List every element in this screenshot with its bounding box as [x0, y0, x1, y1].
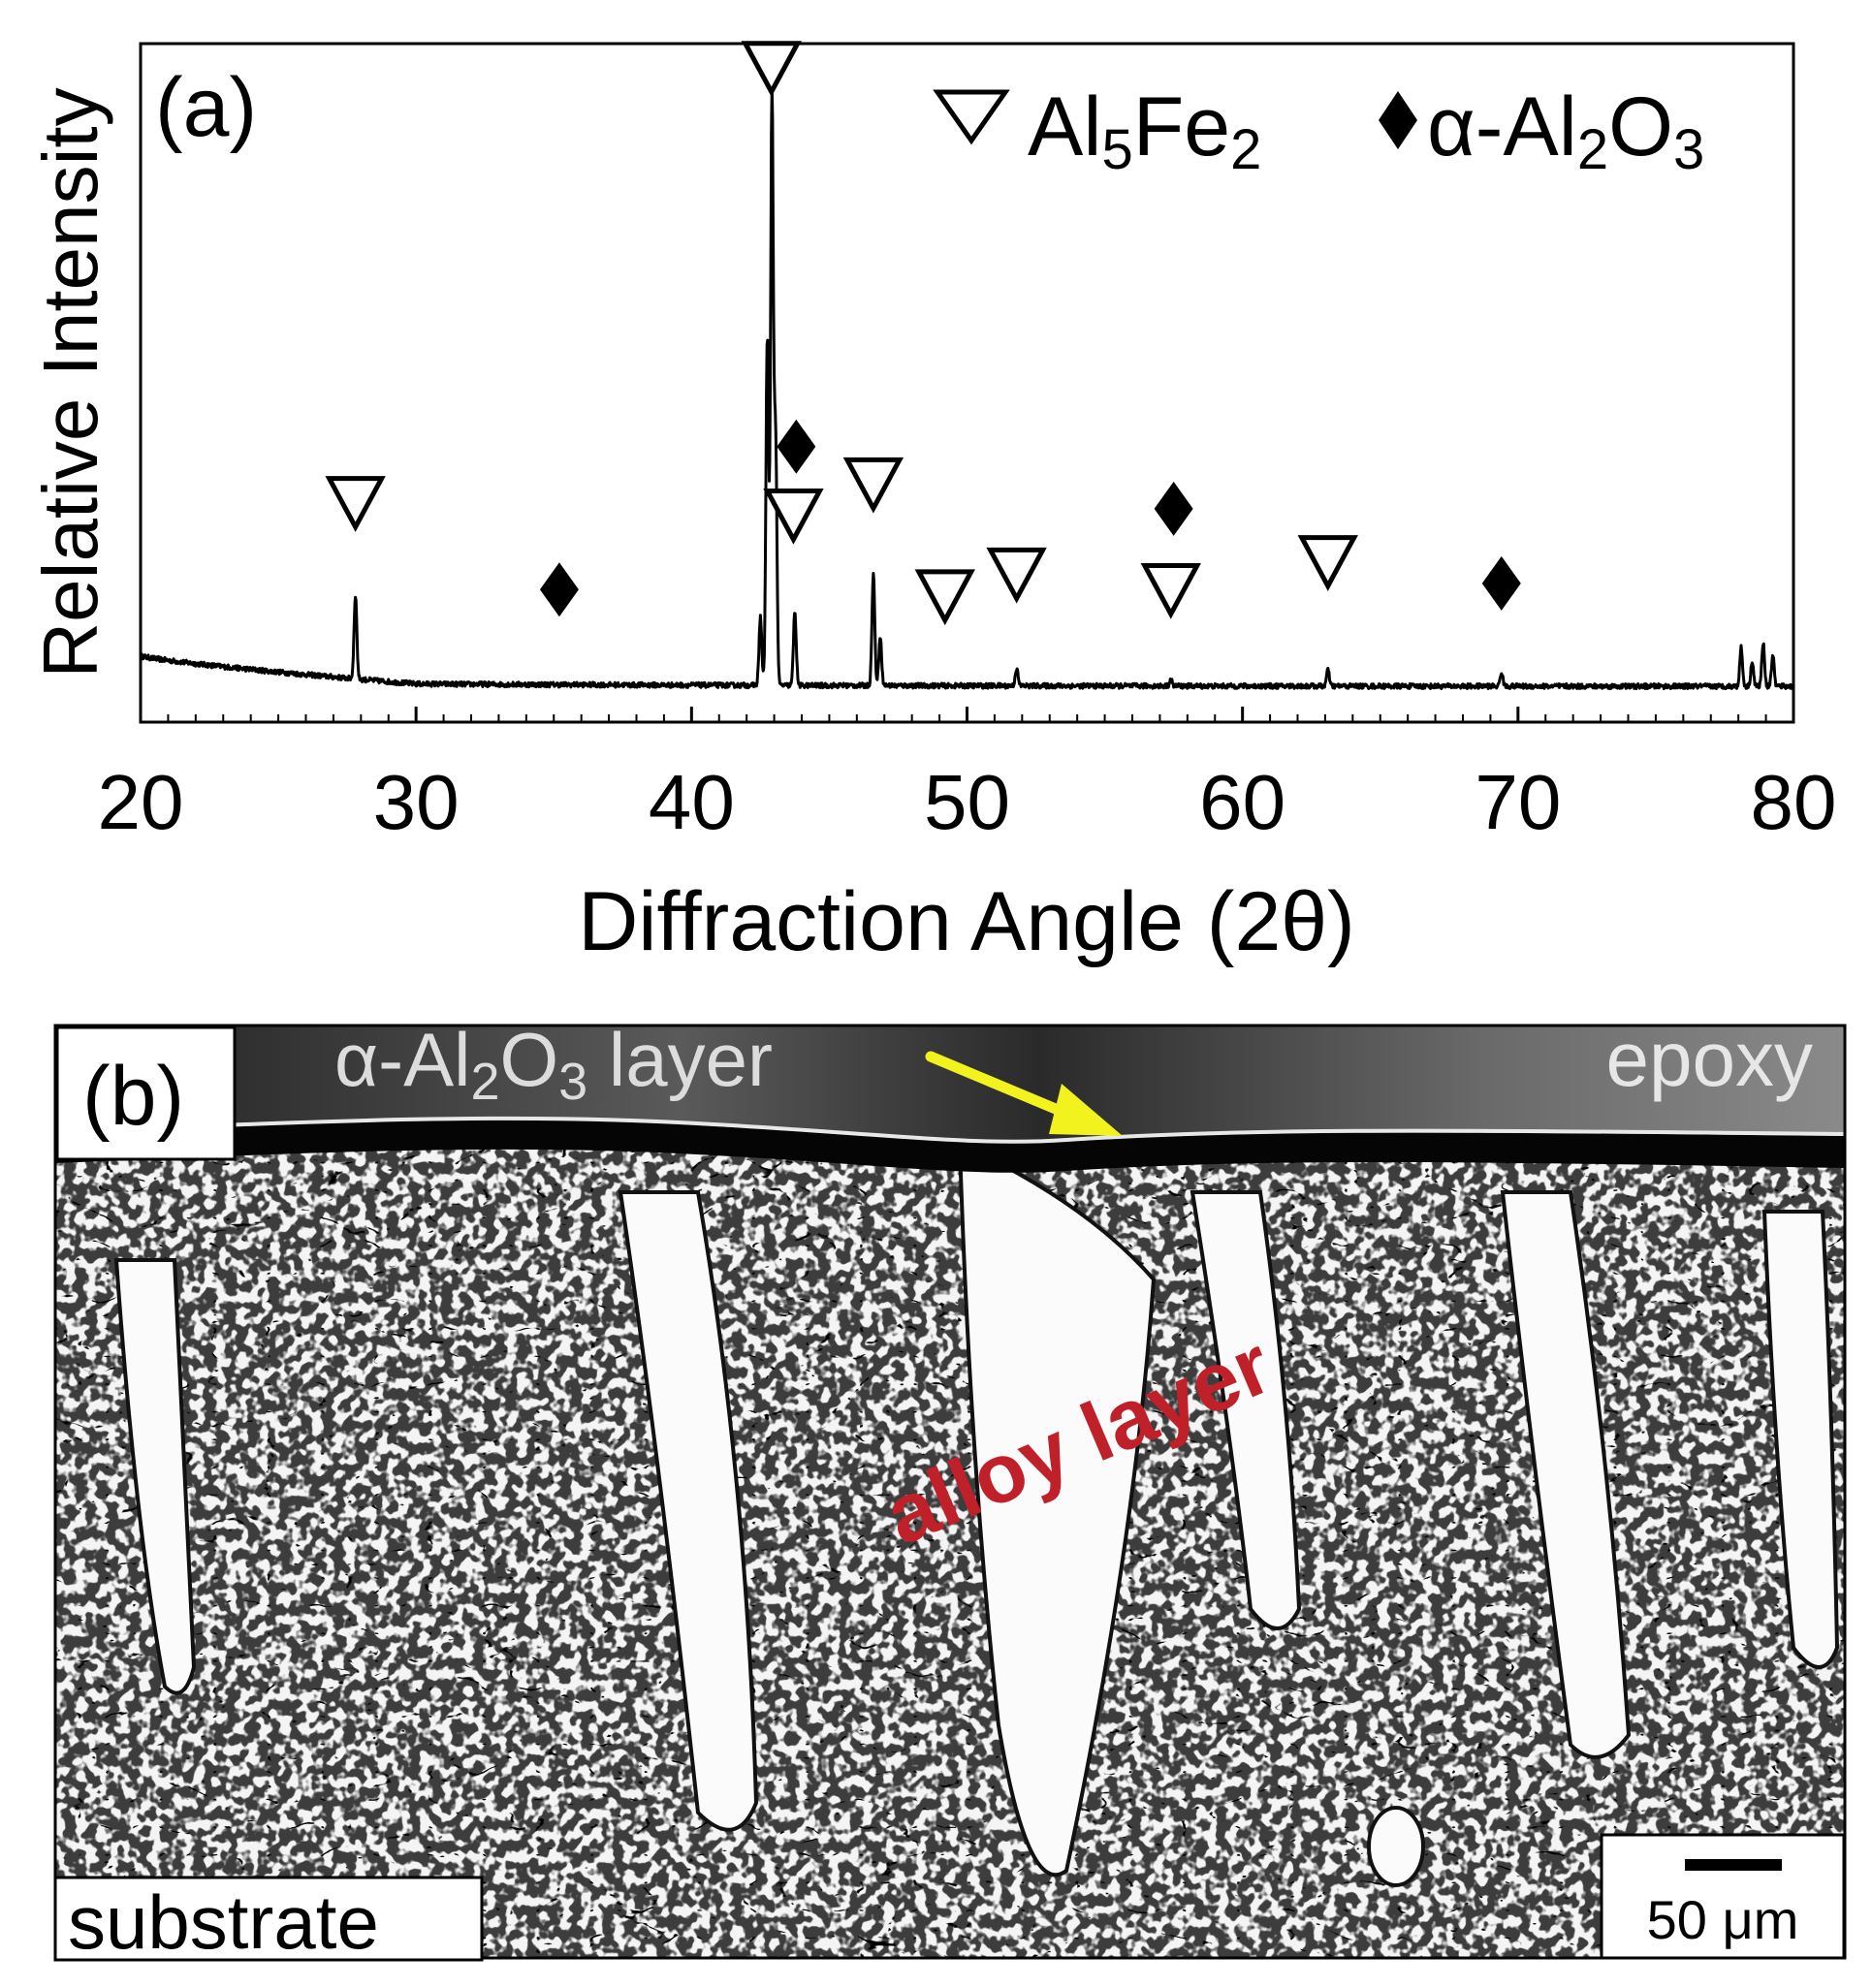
oxide-band [55, 1120, 1845, 1173]
xrd-chart: 20 30 40 50 60 70 80 (a) Relative Intensity Di… [27, 41, 1837, 968]
legend-diamond-marker [1379, 91, 1417, 149]
oxide-line [55, 1116, 1845, 1144]
x-axis-major-ticks [139, 707, 1795, 722]
al2o3-peak-marker [539, 562, 579, 617]
micrograph-frame [53, 1024, 1847, 1960]
x-tick-label: 70 [1475, 759, 1561, 845]
legend-entry-al5fe2: Al5Fe2 [1028, 80, 1261, 181]
al5fe2-peak-marker [986, 547, 1047, 604]
substrate-label: substrate [68, 1879, 379, 1965]
panel-a-label: (a) [155, 61, 257, 154]
dendrites [113, 1140, 1840, 1887]
al5fe2-peak-marker [842, 457, 904, 514]
scale-bar-box [1600, 1833, 1846, 1960]
legend-triangle-marker [933, 89, 1010, 145]
panel-b-label: (b) [82, 1050, 184, 1143]
phase-markers [325, 41, 1521, 626]
legend-entry-al2o3: α-Al2O3 [1427, 80, 1704, 181]
micrograph: (b) α-Al2O3 layer epoxy alloy layer subs… [53, 1016, 1847, 1965]
scale-bar-label: 50 μm [1647, 1889, 1799, 1950]
x-tick-label: 80 [1751, 759, 1837, 845]
al5fe2-peak-marker [741, 41, 802, 97]
al2o3-peak-marker [777, 419, 816, 474]
al5fe2-peak-marker [1140, 562, 1201, 619]
al2o3-peak-marker [1481, 555, 1521, 611]
x-axis-minor-ticks [167, 714, 1767, 722]
x-tick-label: 60 [1199, 759, 1285, 845]
x-axis-tick-labels: 20 30 40 50 60 70 80 [98, 759, 1837, 845]
x-tick-label: 20 [98, 759, 184, 845]
al5fe2-peak-marker [763, 488, 824, 545]
al5fe2-peak-marker [325, 476, 386, 532]
oxide-layer-arrow [925, 1051, 1123, 1136]
x-tick-label: 50 [924, 759, 1010, 845]
al2o3-peak-marker [1154, 481, 1193, 536]
al5fe2-peak-marker [914, 569, 975, 626]
panel-b-label-box [55, 1026, 237, 1161]
x-tick-label: 40 [649, 759, 735, 845]
legend: Al5Fe2 α-Al2O3 [933, 80, 1704, 181]
epoxy-label: epoxy [1606, 1016, 1813, 1102]
xrd-pattern-line [139, 83, 1794, 691]
y-axis-label: Relative Intensity [27, 87, 113, 678]
oxide-layer-label: α-Al2O3 layer [334, 1017, 773, 1111]
x-axis-label: Diffraction Angle (2θ) [578, 875, 1355, 968]
scale-bar [1685, 1859, 1782, 1871]
substrate-label-box [53, 1876, 484, 1962]
x-tick-label: 30 [373, 759, 460, 845]
al5fe2-peak-marker [1297, 535, 1358, 591]
